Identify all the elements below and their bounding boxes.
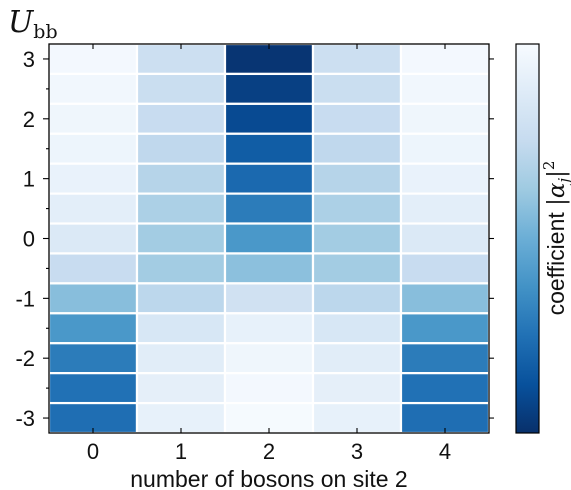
- heatmap-cell: [223, 102, 315, 135]
- heatmap-cell: [135, 372, 227, 405]
- heatmap-cell: [399, 252, 491, 285]
- x-tick-label: 2: [263, 439, 275, 464]
- heatmap-cell: [311, 132, 403, 165]
- heatmap-cell: [399, 102, 491, 135]
- heatmap-cell: [311, 282, 403, 315]
- heatmap-cell: [223, 342, 315, 375]
- y-tick-label: 3: [23, 47, 35, 72]
- heatmap-cell: [223, 132, 315, 165]
- heatmap-cell: [399, 192, 491, 225]
- y-axis-label: Ubb: [8, 5, 58, 43]
- heatmap-cell: [135, 252, 227, 285]
- x-tick-label: 3: [351, 439, 363, 464]
- heatmap-cell: [47, 72, 139, 105]
- heatmap-cell: [135, 132, 227, 165]
- heatmap-cell: [47, 312, 139, 345]
- heatmap-cell: [135, 342, 227, 375]
- heatmap-cell: [311, 342, 403, 375]
- heatmap-cell: [47, 342, 139, 375]
- y-tick-label: 2: [23, 107, 35, 132]
- heatmap-cell: [311, 372, 403, 405]
- heatmap-cell: [311, 192, 403, 225]
- heatmap-cell: [223, 72, 315, 105]
- x-tick-label: 1: [175, 439, 187, 464]
- x-tick-label: 4: [439, 439, 451, 464]
- heatmap-cell: [311, 72, 403, 105]
- heatmap-cell: [135, 312, 227, 345]
- heatmap-cell: [311, 312, 403, 345]
- heatmap-cell: [311, 162, 403, 195]
- y-tick-label: -1: [15, 286, 35, 311]
- heatmap-cells: [47, 42, 491, 435]
- heatmap-cell: [311, 222, 403, 255]
- heatmap-cell: [399, 162, 491, 195]
- heatmap-cell: [47, 222, 139, 255]
- y-tick-label: 1: [23, 167, 35, 192]
- x-tick-label: 0: [87, 439, 99, 464]
- heatmap-cell: [399, 132, 491, 165]
- heatmap-cell: [135, 192, 227, 225]
- heatmap-cell: [311, 102, 403, 135]
- heatmap-cell: [223, 282, 315, 315]
- colorbar: [515, 43, 540, 434]
- heatmap-cell: [311, 252, 403, 285]
- heatmap-cell: [47, 282, 139, 315]
- heatmap-cell: [223, 312, 315, 345]
- heatmap-cell: [399, 372, 491, 405]
- heatmap-cell: [47, 132, 139, 165]
- x-axis-label: number of bosons on site 2: [130, 466, 407, 490]
- y-tick-label: -3: [15, 406, 35, 431]
- heatmap-cell: [399, 282, 491, 315]
- heatmap-cell: [135, 162, 227, 195]
- y-tick-label: -2: [15, 346, 35, 371]
- axis-tick-labels: 0 1 2 3 4 3 2 1 0 -1 -2 -3: [15, 47, 451, 464]
- heatmap-cell: [135, 222, 227, 255]
- heatmap-cell: [47, 102, 139, 135]
- heatmap-cell: [135, 102, 227, 135]
- colorbar-label: coefficient |αj|2: [540, 161, 571, 316]
- heatmap-cell: [223, 222, 315, 255]
- heatmap-cell: [223, 192, 315, 225]
- axis-ticks: [43, 44, 494, 433]
- heatmap-cell: [399, 312, 491, 345]
- heatmap-cell: [47, 192, 139, 225]
- heatmap-cell: [47, 162, 139, 195]
- heatmap-cell: [223, 252, 315, 285]
- y-tick-label: 0: [23, 227, 35, 252]
- heatmap-cell: [399, 342, 491, 375]
- heatmap-cell: [399, 222, 491, 255]
- heatmap-cell: [223, 372, 315, 405]
- heatmap-cell: [223, 162, 315, 195]
- heatmap-cell: [135, 72, 227, 105]
- heatmap-cell: [47, 252, 139, 285]
- heatmap-cell: [135, 282, 227, 315]
- heatmap-cell: [399, 72, 491, 105]
- heatmap-cell: [47, 372, 139, 405]
